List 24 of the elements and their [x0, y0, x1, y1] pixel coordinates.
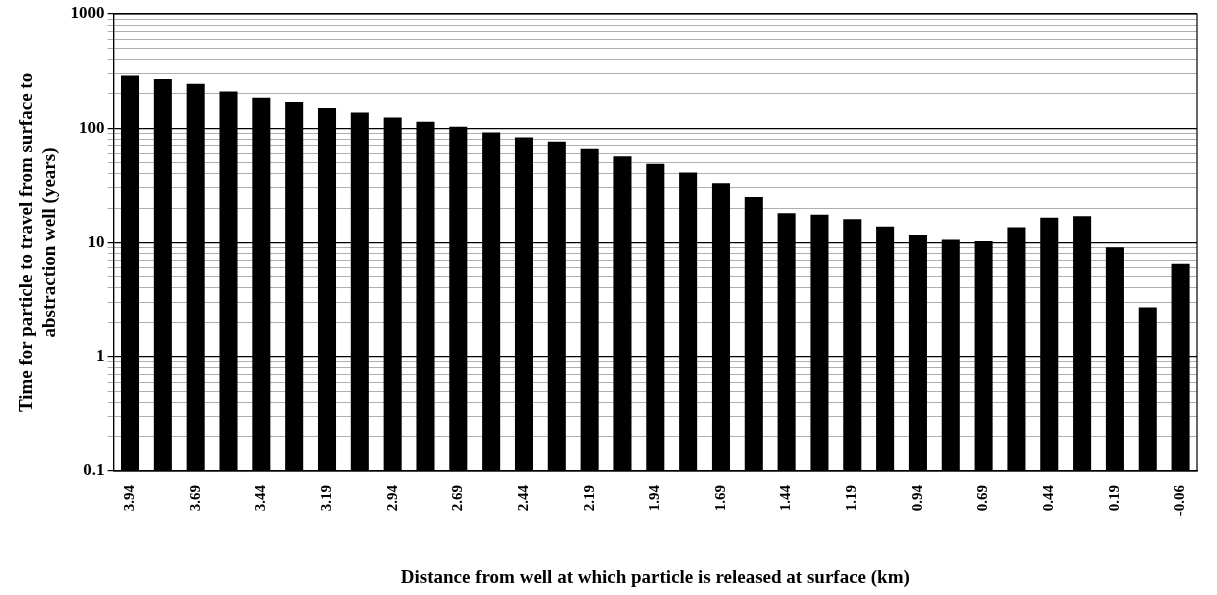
- x-tick-label: 1.44: [777, 484, 794, 512]
- x-tick-label: 2.44: [514, 484, 531, 512]
- x-tick-label: 3.19: [317, 484, 334, 512]
- y-tick-label: 100: [79, 117, 105, 137]
- x-tick-label: 2.69: [449, 484, 466, 512]
- y-tick-label: 1: [96, 346, 105, 366]
- x-tick-label: 1.69: [711, 484, 728, 512]
- x-tick-label: 3.44: [252, 484, 269, 512]
- y-tick-label: 1000: [70, 3, 105, 23]
- x-tick-label: 3.69: [186, 484, 203, 512]
- y-tick-label: 10: [87, 231, 105, 251]
- y-axis-title: Time for particle to travel from surface to abstraction well (years): [15, 72, 61, 413]
- x-axis-title: Distance from well at which particle is released at surface (km): [400, 565, 910, 588]
- x-tick-label: -0.06: [1171, 484, 1188, 517]
- x-tick-label: 0.69: [974, 484, 991, 512]
- x-tick-label: 0.94: [908, 484, 925, 512]
- x-tick-label: 0.44: [1040, 484, 1057, 512]
- x-tick-label: 3.94: [120, 484, 137, 512]
- x-tick-label: 1.94: [646, 484, 663, 512]
- x-tick-label: 2.19: [580, 484, 597, 512]
- x-tick-label: 1.19: [843, 484, 860, 512]
- x-tick-label: 2.94: [383, 484, 400, 512]
- x-tick-label: 0.19: [1105, 484, 1122, 512]
- y-tick-label: 0.1: [83, 460, 105, 480]
